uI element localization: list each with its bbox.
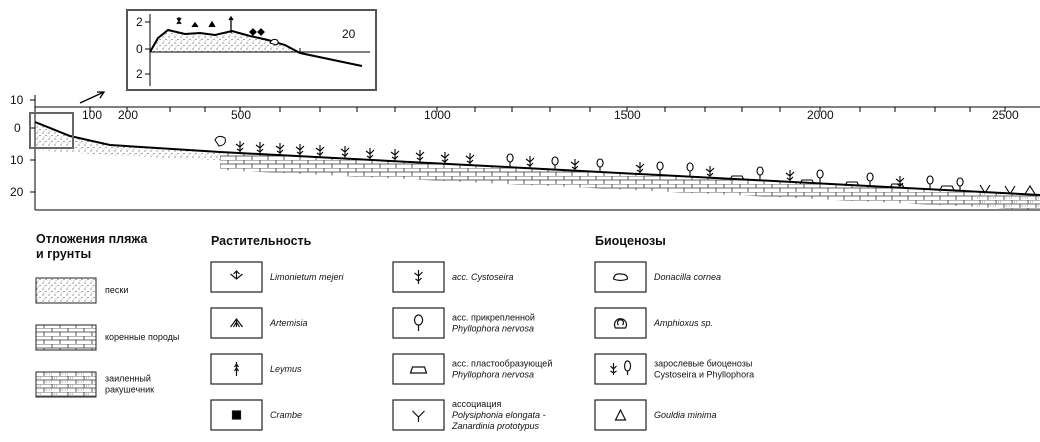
inset-tick: 2 [136, 15, 143, 29]
legend-box [393, 400, 444, 430]
label-line: Polysiphonia elongata - [452, 410, 546, 420]
legend-box [595, 400, 646, 430]
legend-label: Leymus [270, 364, 302, 374]
legend-box [595, 308, 646, 338]
legend-box [595, 262, 646, 292]
label-line: Limonietum mejeri [270, 272, 345, 282]
page: 2 0 2 20 10 0 10 20 100 200 500 1000 150… [0, 0, 1040, 442]
depth-label: 10 [10, 153, 24, 167]
label-line: асс. прикрепленной [452, 313, 535, 323]
label-line: зарослевые биоценозы [654, 359, 752, 369]
label-line: Leymus [270, 364, 302, 374]
distance-label: 500 [231, 108, 251, 122]
legend-swatch [36, 372, 96, 397]
inset-tick: 0 [136, 42, 143, 56]
legend-label: коренные породы [105, 332, 179, 342]
distance-label: 1000 [424, 108, 451, 122]
label-line: пески [105, 285, 128, 295]
legend-heading: Растительность [211, 234, 312, 248]
label-line: асс. пластообразующей [452, 359, 552, 369]
label-line: Artemisia [269, 318, 308, 328]
distance-label: 200 [118, 108, 138, 122]
label-line: Donacilla cornea [654, 272, 721, 282]
heading-line: Отложения пляжа [36, 232, 148, 246]
distance-label: 2000 [807, 108, 834, 122]
label-line: заиленный [105, 374, 151, 384]
label-line: ракушечник [105, 385, 154, 395]
legend-swatch [36, 278, 96, 303]
arrow [80, 92, 104, 103]
legend-box [595, 354, 646, 384]
label-line: ассоциация [452, 399, 501, 409]
inset-tick: 2 [136, 67, 143, 81]
label-line: коренные породы [105, 332, 179, 342]
label-line: Amphioxus sp. [653, 318, 713, 328]
depth-label: 20 [10, 185, 24, 199]
distance-label: 100 [82, 108, 102, 122]
label-line: Gouldia minima [654, 410, 717, 420]
legend-swatch [36, 325, 96, 350]
legend-label: Artemisia [269, 318, 308, 328]
label-line: Phyllophora nervosa [452, 324, 534, 334]
label-line: Crambe [270, 410, 302, 420]
label-line: Phyllophora nervosa [452, 370, 534, 380]
depth-label: 10 [10, 93, 24, 107]
legend-label: Gouldia minima [654, 410, 717, 420]
depth-label: 0 [14, 121, 21, 135]
legend-box [393, 354, 444, 384]
legend-label: Limonietum mejeri [270, 272, 345, 282]
legend-label: Amphioxus sp. [653, 318, 713, 328]
legend-label: Donacilla cornea [654, 272, 721, 282]
label-line: Cystoseira и Phyllophora [654, 370, 754, 380]
legend-label: пески [105, 285, 128, 295]
distance-label: 1500 [614, 108, 641, 122]
legend-box [393, 308, 444, 338]
legend-label: Crambe [270, 410, 302, 420]
label-line: Zanardinia prototypus [451, 421, 540, 431]
label-line: асс. Cystoseira [452, 272, 514, 282]
legend-label: асс. Cystoseira [452, 272, 514, 282]
legend-icon [233, 411, 241, 419]
inset: 2 0 2 20 [127, 10, 376, 90]
distance-label: 2500 [992, 108, 1019, 122]
heading-line: и грунты [36, 247, 91, 261]
legend-heading: Биоценозы [595, 234, 666, 248]
inset-distance: 20 [342, 27, 356, 41]
